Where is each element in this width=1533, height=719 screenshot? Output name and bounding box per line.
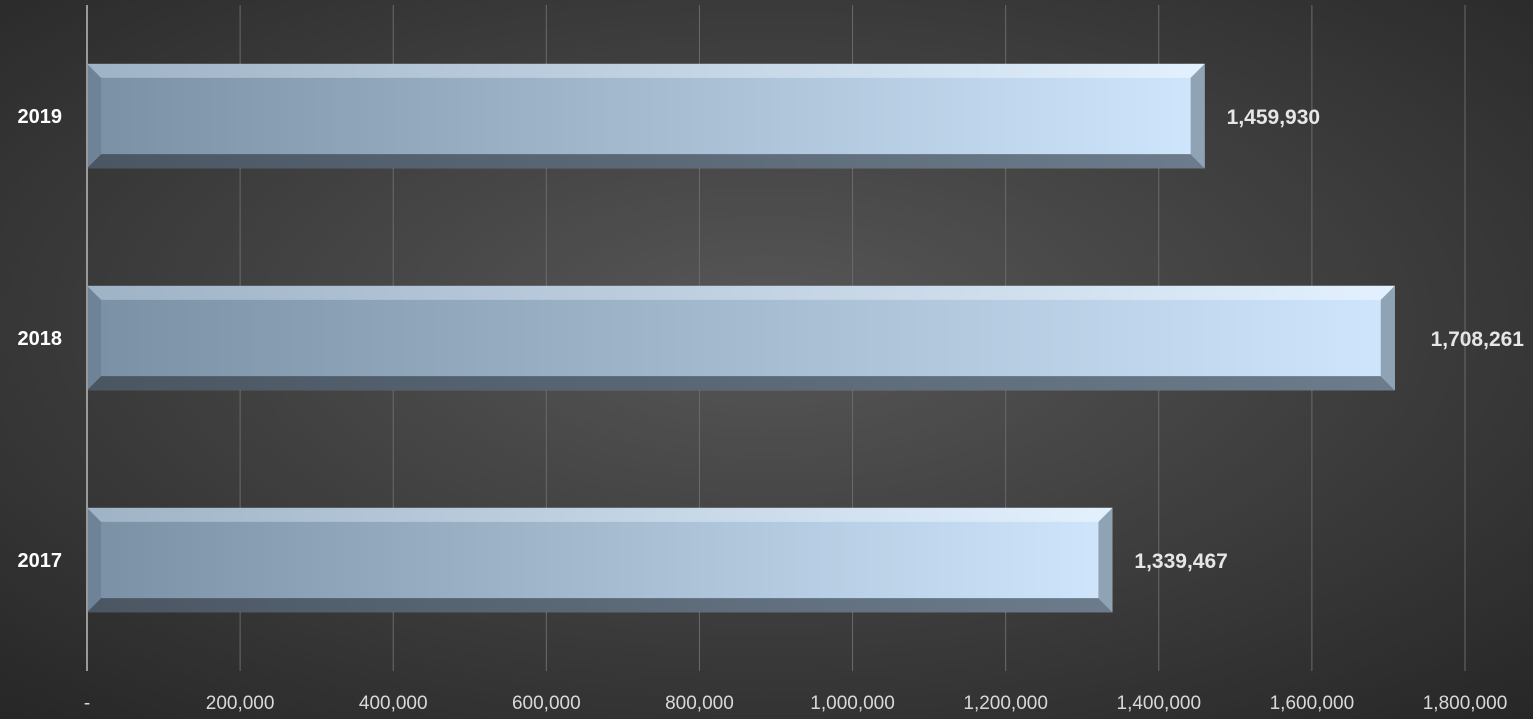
x-tick-label: 1,400,000	[1117, 693, 1202, 714]
bar-bevel-left	[87, 63, 101, 169]
x-tick-label: 200,000	[206, 693, 275, 714]
x-tick-label: -	[84, 693, 90, 714]
x-tick-labels: - 200,000 400,000 600,000 800,000 1,000,000 1,…	[84, 693, 1507, 714]
category-label: 2017	[18, 550, 63, 572]
bar-bevel-right	[1098, 507, 1113, 613]
category-labels: 2019 2018 2017	[18, 106, 63, 572]
bar-face	[87, 63, 1205, 169]
bar-bevel-left	[87, 285, 101, 391]
bar-bevel-left	[87, 507, 101, 613]
bar-2019	[87, 63, 1205, 169]
bar-bevel-right	[1380, 285, 1395, 391]
x-tick-label: 1,800,000	[1423, 693, 1508, 714]
bars	[87, 63, 1395, 613]
bar-2017	[87, 507, 1113, 613]
bar-face	[87, 285, 1395, 391]
bar-bevel-bottom	[87, 598, 1113, 613]
data-labels: 1,459,930 1,708,261 1,339,467	[1134, 106, 1524, 573]
x-tick-label: 1,200,000	[963, 693, 1048, 714]
x-tick-label: 1,600,000	[1270, 693, 1355, 714]
x-tick-label: 1,000,000	[810, 693, 895, 714]
data-label: 1,459,930	[1227, 106, 1320, 129]
x-tick-label: 400,000	[359, 693, 428, 714]
x-tick-label: 600,000	[512, 693, 581, 714]
bar-bevel-right	[1190, 63, 1205, 169]
data-label: 1,708,261	[1431, 328, 1525, 351]
bar-bevel-bottom	[87, 376, 1395, 391]
category-label: 2019	[18, 106, 63, 128]
bar-face	[87, 507, 1113, 613]
bar-bevel-bottom	[87, 154, 1205, 169]
bar-bevel-top	[87, 285, 1395, 300]
bar-bevel-top	[87, 63, 1205, 78]
bar-bevel-top	[87, 507, 1113, 522]
x-tick-label: 800,000	[665, 693, 734, 714]
data-label: 1,339,467	[1134, 550, 1227, 573]
category-label: 2018	[18, 328, 63, 350]
bar-2018	[87, 285, 1395, 391]
